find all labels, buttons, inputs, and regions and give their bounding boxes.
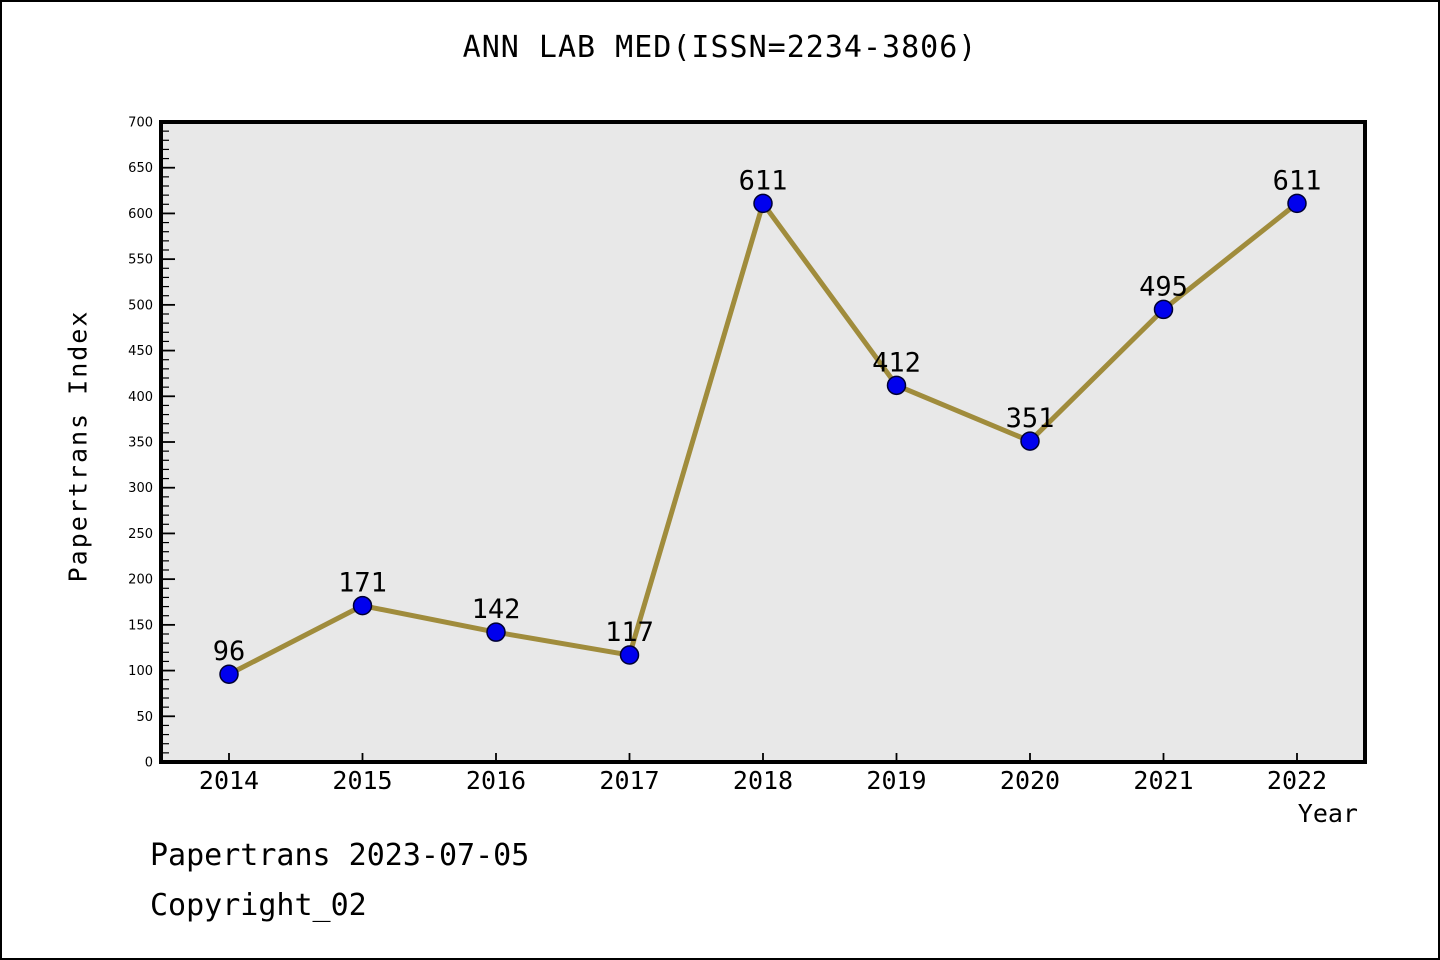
y-tick-label: 250: [128, 527, 153, 542]
data-point: [619, 645, 640, 665]
point-value-label: 142: [472, 594, 521, 625]
data-point: [886, 375, 907, 396]
footer-source-date: Papertrans 2023-07-05: [150, 838, 530, 873]
x-tick-label: 2022: [1267, 766, 1327, 795]
chart-title: ANN LAB MED(ISSN=2234-3806): [462, 30, 978, 65]
y-tick-label: 450: [128, 344, 153, 359]
point-value-label: 96: [213, 636, 246, 667]
data-markers: [219, 193, 1307, 684]
x-axis-label: Year: [1297, 799, 1358, 828]
point-value-label: 171: [338, 568, 387, 599]
x-tick-labels: 2014 2015 2016 2017 2018 2019 2020 2021 2022: [199, 766, 1327, 795]
data-point: [219, 664, 239, 684]
y-tick-label: 100: [128, 664, 153, 679]
x-tick-label: 2014: [199, 766, 259, 795]
point-value-label: 611: [1273, 165, 1322, 196]
y-tick-label: 550: [128, 253, 153, 268]
y-tick-label: 50: [136, 710, 153, 725]
point-value-labels: 96 171 142 117 611 412 351 495 611: [213, 165, 1322, 667]
footer-copyright: Copyright_02: [150, 888, 367, 923]
data-point: [753, 193, 773, 214]
x-tick-label: 2015: [332, 766, 392, 795]
y-tick-label: 600: [128, 207, 153, 222]
y-tick-label: 400: [128, 390, 153, 405]
x-tick-label: 2019: [866, 766, 926, 795]
x-tick-label: 2016: [466, 766, 526, 795]
y-tick-label: 200: [128, 573, 153, 588]
plot-border: [159, 120, 1367, 764]
data-point: [1020, 431, 1040, 451]
x-tick-label: 2018: [733, 766, 793, 795]
y-tick-label: 300: [128, 481, 153, 496]
data-point: [1153, 299, 1174, 320]
x-tick-label: 2017: [599, 766, 659, 795]
y-tick-label: 700: [128, 116, 153, 131]
point-value-label: 117: [605, 617, 654, 648]
y-tick-label: 150: [128, 618, 153, 633]
x-tick-label: 2020: [1000, 766, 1060, 795]
data-point: [486, 622, 506, 642]
y-tick-label: 350: [128, 436, 153, 451]
point-value-label: 495: [1139, 271, 1188, 302]
data-point: [1287, 193, 1307, 214]
y-tick-labels: 0 50 100 150 200 250 300 350 400 450 500 550 600 650 7…: [128, 116, 153, 771]
y-tick-label: 0: [145, 756, 153, 771]
point-value-label: 412: [872, 347, 921, 378]
plot-area: [161, 122, 1365, 762]
y-tick-label: 650: [128, 161, 153, 176]
data-point: [352, 595, 373, 616]
y-tick-label: 500: [128, 298, 153, 313]
x-tick-label: 2021: [1133, 766, 1193, 795]
point-value-label: 351: [1006, 403, 1055, 434]
point-value-label: 611: [739, 165, 788, 196]
